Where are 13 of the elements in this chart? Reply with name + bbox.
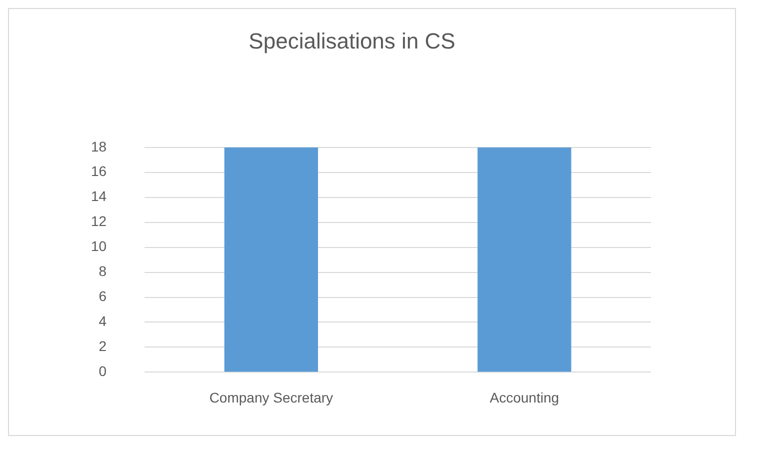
x-tick-label: Company Secretary xyxy=(209,389,334,406)
y-tick-label: 14 xyxy=(90,188,107,204)
y-tick-label: 0 xyxy=(98,363,107,380)
y-tick-label: 10 xyxy=(90,238,107,254)
y-tick-label: 6 xyxy=(98,288,107,304)
y-tick-label: 12 xyxy=(90,213,107,230)
chart-title: Specialisations in CS xyxy=(248,28,456,54)
y-tick-label: 18 xyxy=(90,138,107,154)
x-tick-label: Accounting xyxy=(490,389,560,406)
y-tick-label: 2 xyxy=(98,338,107,354)
y-tick-label: 8 xyxy=(98,263,107,280)
y-tick-label: 4 xyxy=(98,313,107,330)
y-tick-label: 16 xyxy=(90,163,107,180)
